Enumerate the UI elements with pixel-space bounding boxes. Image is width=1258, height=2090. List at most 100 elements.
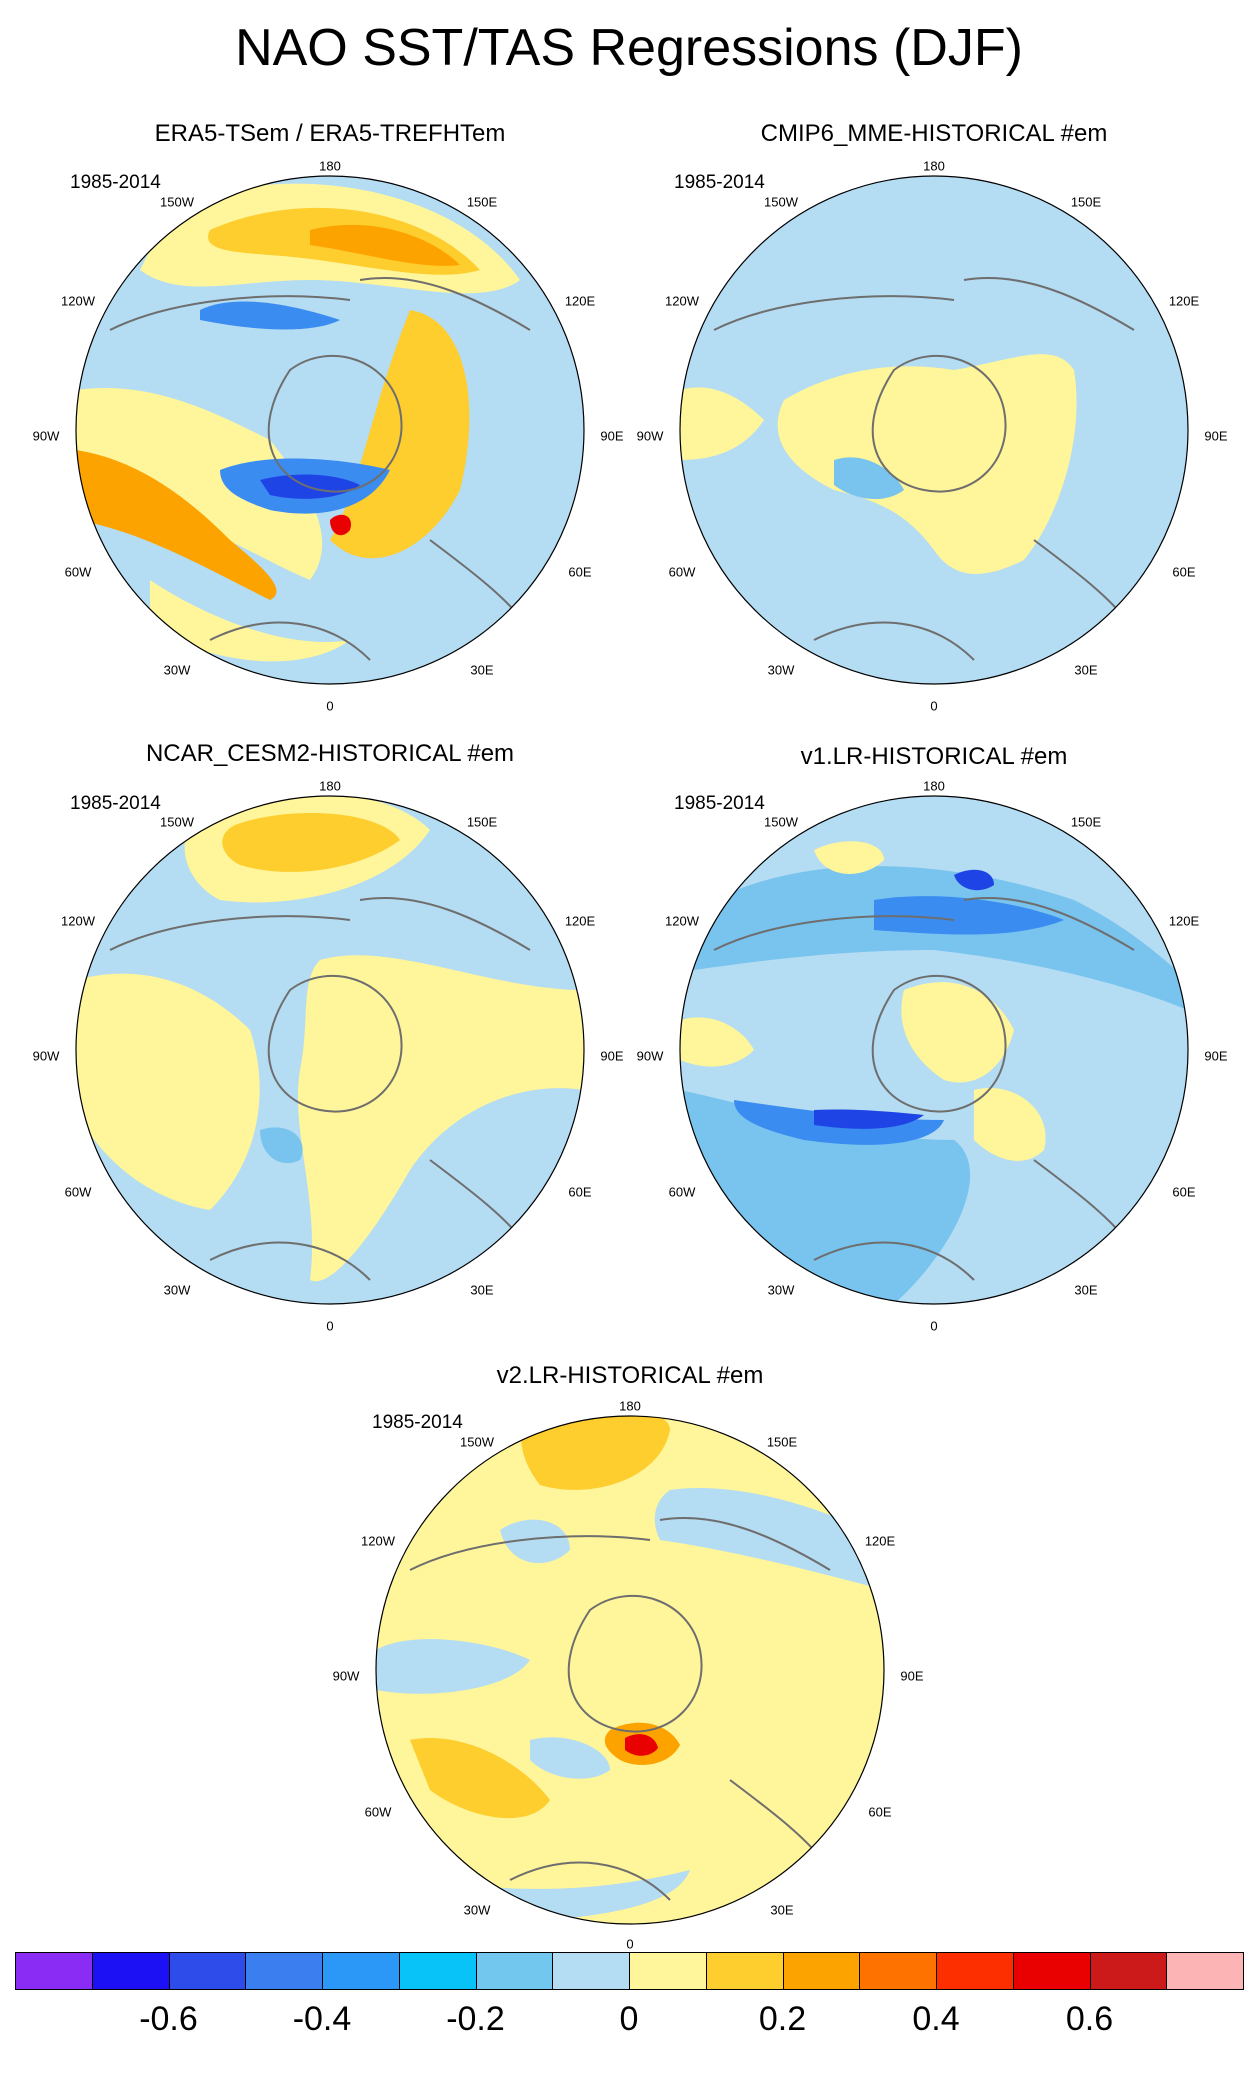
cool-anomaly-region <box>874 896 1064 935</box>
warm-anomaly-region <box>150 580 350 662</box>
cool-anomaly-region <box>260 1127 303 1164</box>
lon-label: 30E <box>470 1282 494 1298</box>
warm-anomaly-region <box>410 1738 550 1819</box>
coastline <box>109 897 531 1281</box>
cool-anomaly-region <box>200 301 340 330</box>
lon-label: 150W <box>460 1434 494 1450</box>
lon-label: 180 <box>923 778 945 794</box>
colorbar-box <box>1166 1952 1244 1990</box>
lon-label: 0 <box>930 1318 938 1334</box>
lon-label: 60E <box>568 1184 592 1200</box>
colorbar-box <box>322 1952 400 1990</box>
lon-label: 30W <box>163 1282 191 1298</box>
colorbar-tick-label: 0 <box>619 2000 639 2038</box>
lon-label: 180 <box>319 778 341 794</box>
colorbar-tick-label: 0.4 <box>912 2000 960 2038</box>
lon-label: 60W <box>64 564 92 580</box>
lon-label: 180 <box>619 1398 641 1414</box>
warm-anomaly-region <box>680 387 764 460</box>
lon-label: 180 <box>319 158 341 174</box>
cool-anomaly-region <box>500 1519 570 1564</box>
lon-label: 30E <box>470 662 494 678</box>
lon-label: 90W <box>32 1048 60 1064</box>
map-border <box>75 795 585 1305</box>
warm-anomaly-region <box>310 224 460 266</box>
lon-label: 120W <box>61 913 95 929</box>
lon-label: 90E <box>600 428 624 444</box>
colorbar-box <box>1089 1952 1168 1990</box>
lon-label: 150W <box>160 194 194 210</box>
cool-anomaly-region <box>814 1109 924 1129</box>
coastline <box>713 897 1135 1281</box>
map-border <box>375 1415 885 1925</box>
lon-label: 120E <box>1168 293 1200 309</box>
colorbar-tick-label: 0.6 <box>1065 2000 1114 2038</box>
lon-label: 30W <box>767 1282 795 1298</box>
polar-map <box>75 175 585 685</box>
lon-label: 120E <box>564 913 596 929</box>
period-label: 1985-2014 <box>674 793 765 814</box>
lon-label: 150E <box>766 1434 798 1450</box>
lon-label: 60E <box>1172 564 1196 580</box>
colorbar-box <box>782 1952 861 1990</box>
lon-label: 150E <box>466 814 498 830</box>
lon-label: 180 <box>923 158 945 174</box>
period-label: 1985-2014 <box>372 1412 463 1433</box>
lon-label: 90E <box>1204 1048 1228 1064</box>
lon-label: 30E <box>1074 662 1098 678</box>
lon-label: 30W <box>463 1902 491 1918</box>
lon-label: 60W <box>668 564 696 580</box>
colorbar-tick-label: -0.6 <box>139 2000 198 2038</box>
map-border <box>75 175 585 685</box>
lon-label: 150E <box>1070 194 1102 210</box>
colorbar-box <box>168 1952 247 1990</box>
lon-label: 120E <box>564 293 596 309</box>
cool-anomaly-region <box>954 869 994 891</box>
warm-anomaly-region <box>222 813 401 872</box>
figure-title: NAO SST/TAS Regressions (DJF) <box>235 19 1023 77</box>
lon-label: 0 <box>326 698 334 714</box>
cool-anomaly-region <box>834 457 904 500</box>
colorbar-box <box>245 1952 323 1990</box>
panel-title: ERA5-TSem / ERA5-TREFHTem <box>154 120 506 147</box>
lon-label: 0 <box>326 1318 334 1334</box>
warm-anomaly-region <box>330 514 351 536</box>
period-label: 1985-2014 <box>70 172 161 193</box>
colorbar-box <box>629 1952 707 1990</box>
warm-anomaly-region <box>76 973 260 1210</box>
colorbar <box>15 1952 1244 1992</box>
period-label: 1985-2014 <box>674 172 765 193</box>
coastline <box>713 277 1135 661</box>
colorbar-box <box>475 1952 554 1990</box>
polar-map <box>375 1415 885 1925</box>
polar-map <box>679 795 1189 1305</box>
lon-label: 30W <box>163 662 191 678</box>
colorbar-box <box>705 1952 784 1990</box>
lon-label: 90W <box>636 428 664 444</box>
colorbar-box <box>552 1952 630 1990</box>
panel-title: v2.LR-HISTORICAL #em <box>496 1362 764 1389</box>
lon-label: 90E <box>900 1668 924 1684</box>
colorbar-box <box>15 1952 93 1990</box>
lon-label: 120E <box>864 1533 896 1549</box>
lon-label: 120W <box>61 293 95 309</box>
lon-label: 60W <box>668 1184 696 1200</box>
lon-label: 150W <box>764 194 798 210</box>
warm-anomaly-region <box>901 982 1014 1083</box>
lon-label: 120W <box>665 293 699 309</box>
lon-label: 30W <box>767 662 795 678</box>
lon-label: 150W <box>764 814 798 830</box>
lon-label: 120W <box>361 1533 395 1549</box>
colorbar-box <box>859 1952 937 1990</box>
colorbar-box <box>91 1952 170 1990</box>
colorbar-tick-label: -0.2 <box>446 2000 505 2038</box>
coastline <box>109 277 531 661</box>
warm-anomaly-region <box>76 450 277 600</box>
cool-anomaly-region <box>376 1639 530 1694</box>
lon-label: 30E <box>1074 1282 1098 1298</box>
panel-title: CMIP6_MME-HISTORICAL #em <box>760 120 1108 147</box>
panel-title: NCAR_CESM2-HISTORICAL #em <box>145 740 515 767</box>
lon-label: 60E <box>868 1804 892 1820</box>
colorbar-box <box>398 1952 477 1990</box>
lon-label: 90E <box>600 1048 624 1064</box>
